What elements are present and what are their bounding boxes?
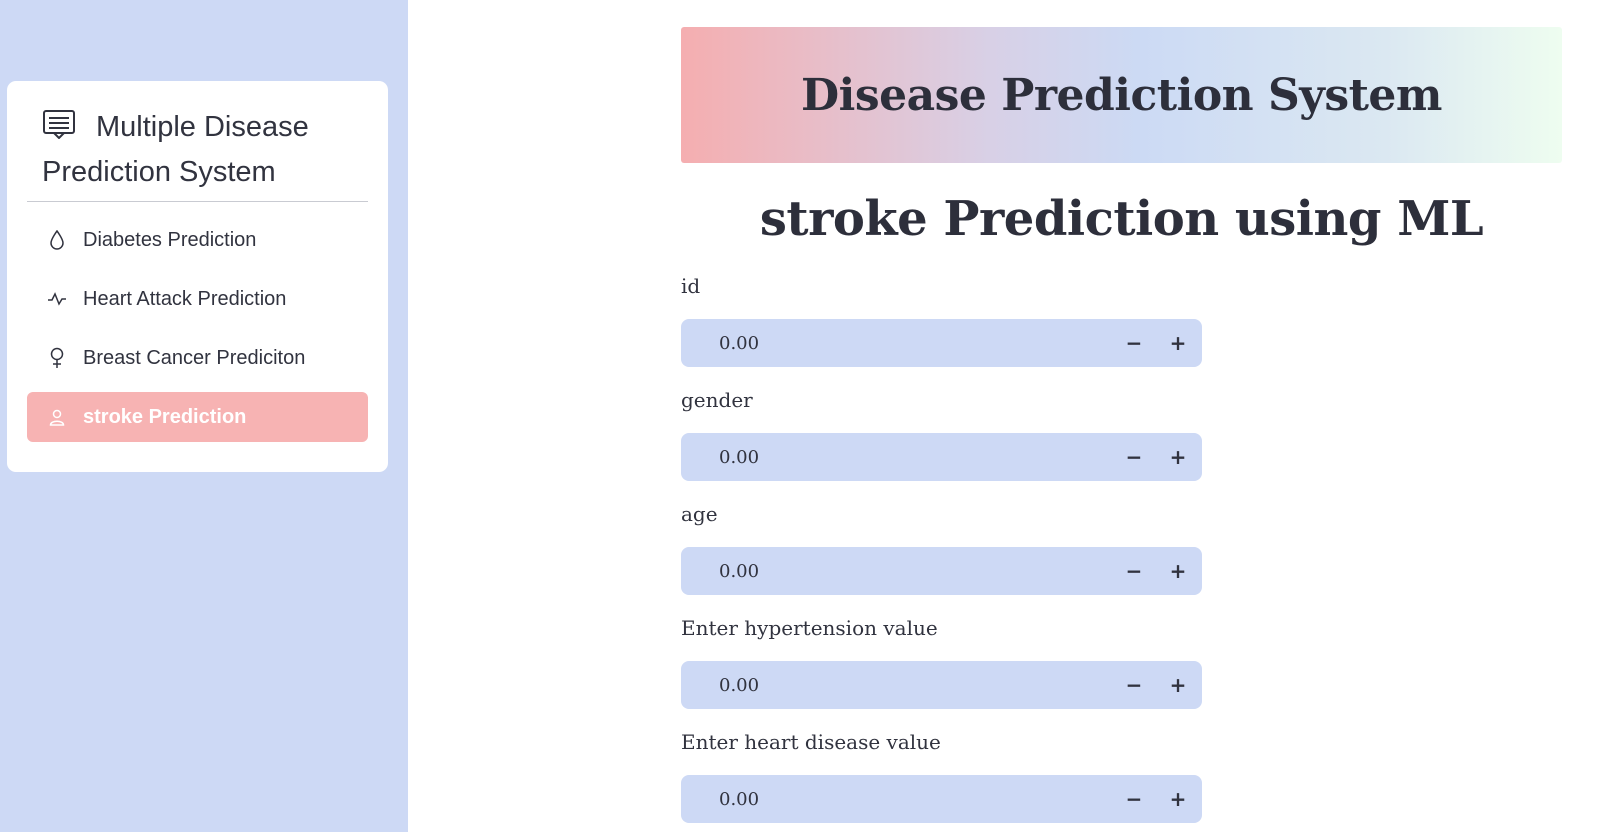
field-heart-disease: Enter heart disease value 0.00 − + (681, 728, 1202, 823)
field-label: age (681, 502, 718, 526)
page-title: stroke Prediction using ML (759, 191, 1484, 247)
menu-item-label: Breast Cancer Prediciton (83, 346, 306, 369)
increment-button[interactable]: + (1169, 673, 1187, 697)
menu-item-label: stroke Prediction (83, 405, 247, 428)
decrement-button[interactable]: − (1125, 673, 1143, 697)
menu-item-stroke[interactable]: stroke Prediction (27, 392, 368, 442)
menu-item-diabetes[interactable]: Diabetes Prediction (27, 215, 368, 265)
field-hypertension: Enter hypertension value 0.00 − + (681, 614, 1202, 709)
menu-item-label: Diabetes Prediction (83, 228, 257, 251)
menu-divider (27, 201, 368, 202)
menu-list-icon (42, 108, 76, 140)
menu-header: Multiple Disease Prediction System (42, 105, 372, 195)
field-label: gender (681, 388, 753, 412)
droplet-icon (47, 230, 67, 250)
decrement-button[interactable]: − (1125, 331, 1143, 355)
input-value[interactable]: 0.00 (719, 560, 760, 582)
increment-button[interactable]: + (1169, 445, 1187, 469)
banner-title: Disease Prediction System (801, 69, 1442, 121)
decrement-button[interactable]: − (1125, 445, 1143, 469)
input-value[interactable]: 0.00 (719, 788, 760, 810)
decrement-button[interactable]: − (1125, 787, 1143, 811)
activity-icon (47, 289, 67, 309)
increment-button[interactable]: + (1169, 331, 1187, 355)
input-value[interactable]: 0.00 (719, 332, 760, 354)
field-id: id 0.00 − + (681, 272, 1202, 367)
female-icon (47, 347, 67, 368)
sidebar: Multiple Disease Prediction System Diabe… (0, 0, 408, 832)
person-icon (47, 407, 67, 427)
decrement-button[interactable]: − (1125, 559, 1143, 583)
main-content: Disease Prediction System stroke Predict… (408, 0, 1597, 832)
increment-button[interactable]: + (1169, 559, 1187, 583)
navigation-menu: Multiple Disease Prediction System Diabe… (7, 81, 388, 472)
menu-title: Multiple Disease Prediction System (42, 111, 309, 188)
header-banner: Disease Prediction System (681, 27, 1562, 163)
field-gender: gender 0.00 − + (681, 386, 1202, 481)
increment-button[interactable]: + (1169, 787, 1187, 811)
menu-item-heart-attack[interactable]: Heart Attack Prediction (27, 274, 368, 324)
field-label: Enter hypertension value (681, 616, 938, 640)
field-label: Enter heart disease value (681, 730, 941, 754)
menu-item-breast-cancer[interactable]: Breast Cancer Prediciton (27, 333, 368, 383)
field-age: age 0.00 − + (681, 500, 1202, 595)
input-value[interactable]: 0.00 (719, 674, 760, 696)
field-label: id (681, 274, 701, 298)
hypertension-number-input[interactable]: 0.00 − + (681, 661, 1202, 709)
heart-disease-number-input[interactable]: 0.00 − + (681, 775, 1202, 823)
menu-item-label: Heart Attack Prediction (83, 287, 287, 310)
age-number-input[interactable]: 0.00 − + (681, 547, 1202, 595)
gender-number-input[interactable]: 0.00 − + (681, 433, 1202, 481)
input-value[interactable]: 0.00 (719, 446, 760, 468)
id-number-input[interactable]: 0.00 − + (681, 319, 1202, 367)
